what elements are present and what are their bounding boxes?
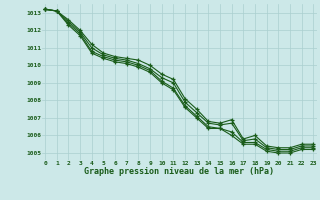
- X-axis label: Graphe pression niveau de la mer (hPa): Graphe pression niveau de la mer (hPa): [84, 167, 274, 176]
